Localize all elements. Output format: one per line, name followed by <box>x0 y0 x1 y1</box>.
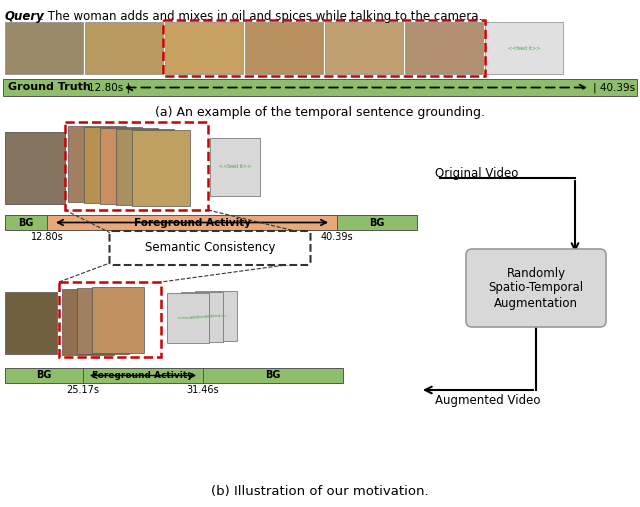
Bar <box>68 126 126 202</box>
Bar <box>65 122 208 210</box>
Bar <box>5 132 65 204</box>
Text: 12.80s |: 12.80s | <box>88 82 130 93</box>
Text: 31.46s: 31.46s <box>187 385 220 395</box>
Text: BG: BG <box>19 218 34 228</box>
Bar <box>5 22 83 74</box>
Bar <box>245 22 323 74</box>
Text: Semantic Consistency: Semantic Consistency <box>145 241 275 255</box>
Text: | 40.39s: | 40.39s <box>593 82 635 93</box>
Text: <<feed>>: <<feed>> <box>191 315 214 319</box>
Bar <box>47 215 337 230</box>
Bar <box>77 288 129 354</box>
Bar <box>210 138 260 196</box>
Bar <box>167 293 209 343</box>
Text: <<feed it>>: <<feed it>> <box>219 164 251 169</box>
Text: Query: Query <box>5 10 45 23</box>
Bar <box>84 127 142 203</box>
FancyBboxPatch shape <box>109 231 310 265</box>
Bar <box>85 22 163 74</box>
Bar <box>181 292 223 342</box>
Bar <box>203 368 343 383</box>
Text: 25.17s: 25.17s <box>67 385 99 395</box>
Bar <box>337 215 417 230</box>
Bar <box>195 291 237 341</box>
Bar <box>83 368 203 383</box>
Text: BG: BG <box>266 371 281 380</box>
FancyBboxPatch shape <box>466 249 606 327</box>
Text: Randomly
Spatio-Temporal
Augmentation: Randomly Spatio-Temporal Augmentation <box>488 267 584 309</box>
Bar <box>163 20 485 76</box>
Text: (a) An example of the temporal sentence grounding.: (a) An example of the temporal sentence … <box>155 106 485 119</box>
Text: Foreground Activity: Foreground Activity <box>134 218 250 228</box>
Text: (b) Illustration of our motivation.: (b) Illustration of our motivation. <box>211 485 429 498</box>
Bar <box>59 282 161 357</box>
Text: BG: BG <box>36 371 52 380</box>
Bar <box>62 289 114 355</box>
Bar <box>5 215 47 230</box>
Bar <box>405 22 483 74</box>
Bar <box>325 22 403 74</box>
Text: Original Video: Original Video <box>435 167 518 180</box>
Text: 12.80s: 12.80s <box>31 232 63 242</box>
Text: Ground Truth: Ground Truth <box>8 83 91 92</box>
Bar <box>116 129 174 205</box>
Bar <box>100 128 158 204</box>
Bar <box>132 130 190 206</box>
Bar <box>5 292 57 354</box>
Text: : The woman adds and mixes in oil and spices while talking to the camera.: : The woman adds and mixes in oil and sp… <box>40 10 483 23</box>
Bar <box>92 287 144 353</box>
Bar <box>5 368 83 383</box>
Bar <box>165 22 243 74</box>
Text: BG: BG <box>369 218 385 228</box>
Text: <<feed>>: <<feed>> <box>204 314 228 318</box>
Text: Augmented Video: Augmented Video <box>435 394 541 407</box>
Text: <<feed>>: <<feed>> <box>177 316 200 320</box>
Bar <box>485 22 563 74</box>
Text: 40.39s: 40.39s <box>321 232 353 242</box>
Text: <<feed it>>: <<feed it>> <box>508 46 540 51</box>
Bar <box>3 79 637 96</box>
Text: Foreground Activity: Foreground Activity <box>92 371 193 380</box>
